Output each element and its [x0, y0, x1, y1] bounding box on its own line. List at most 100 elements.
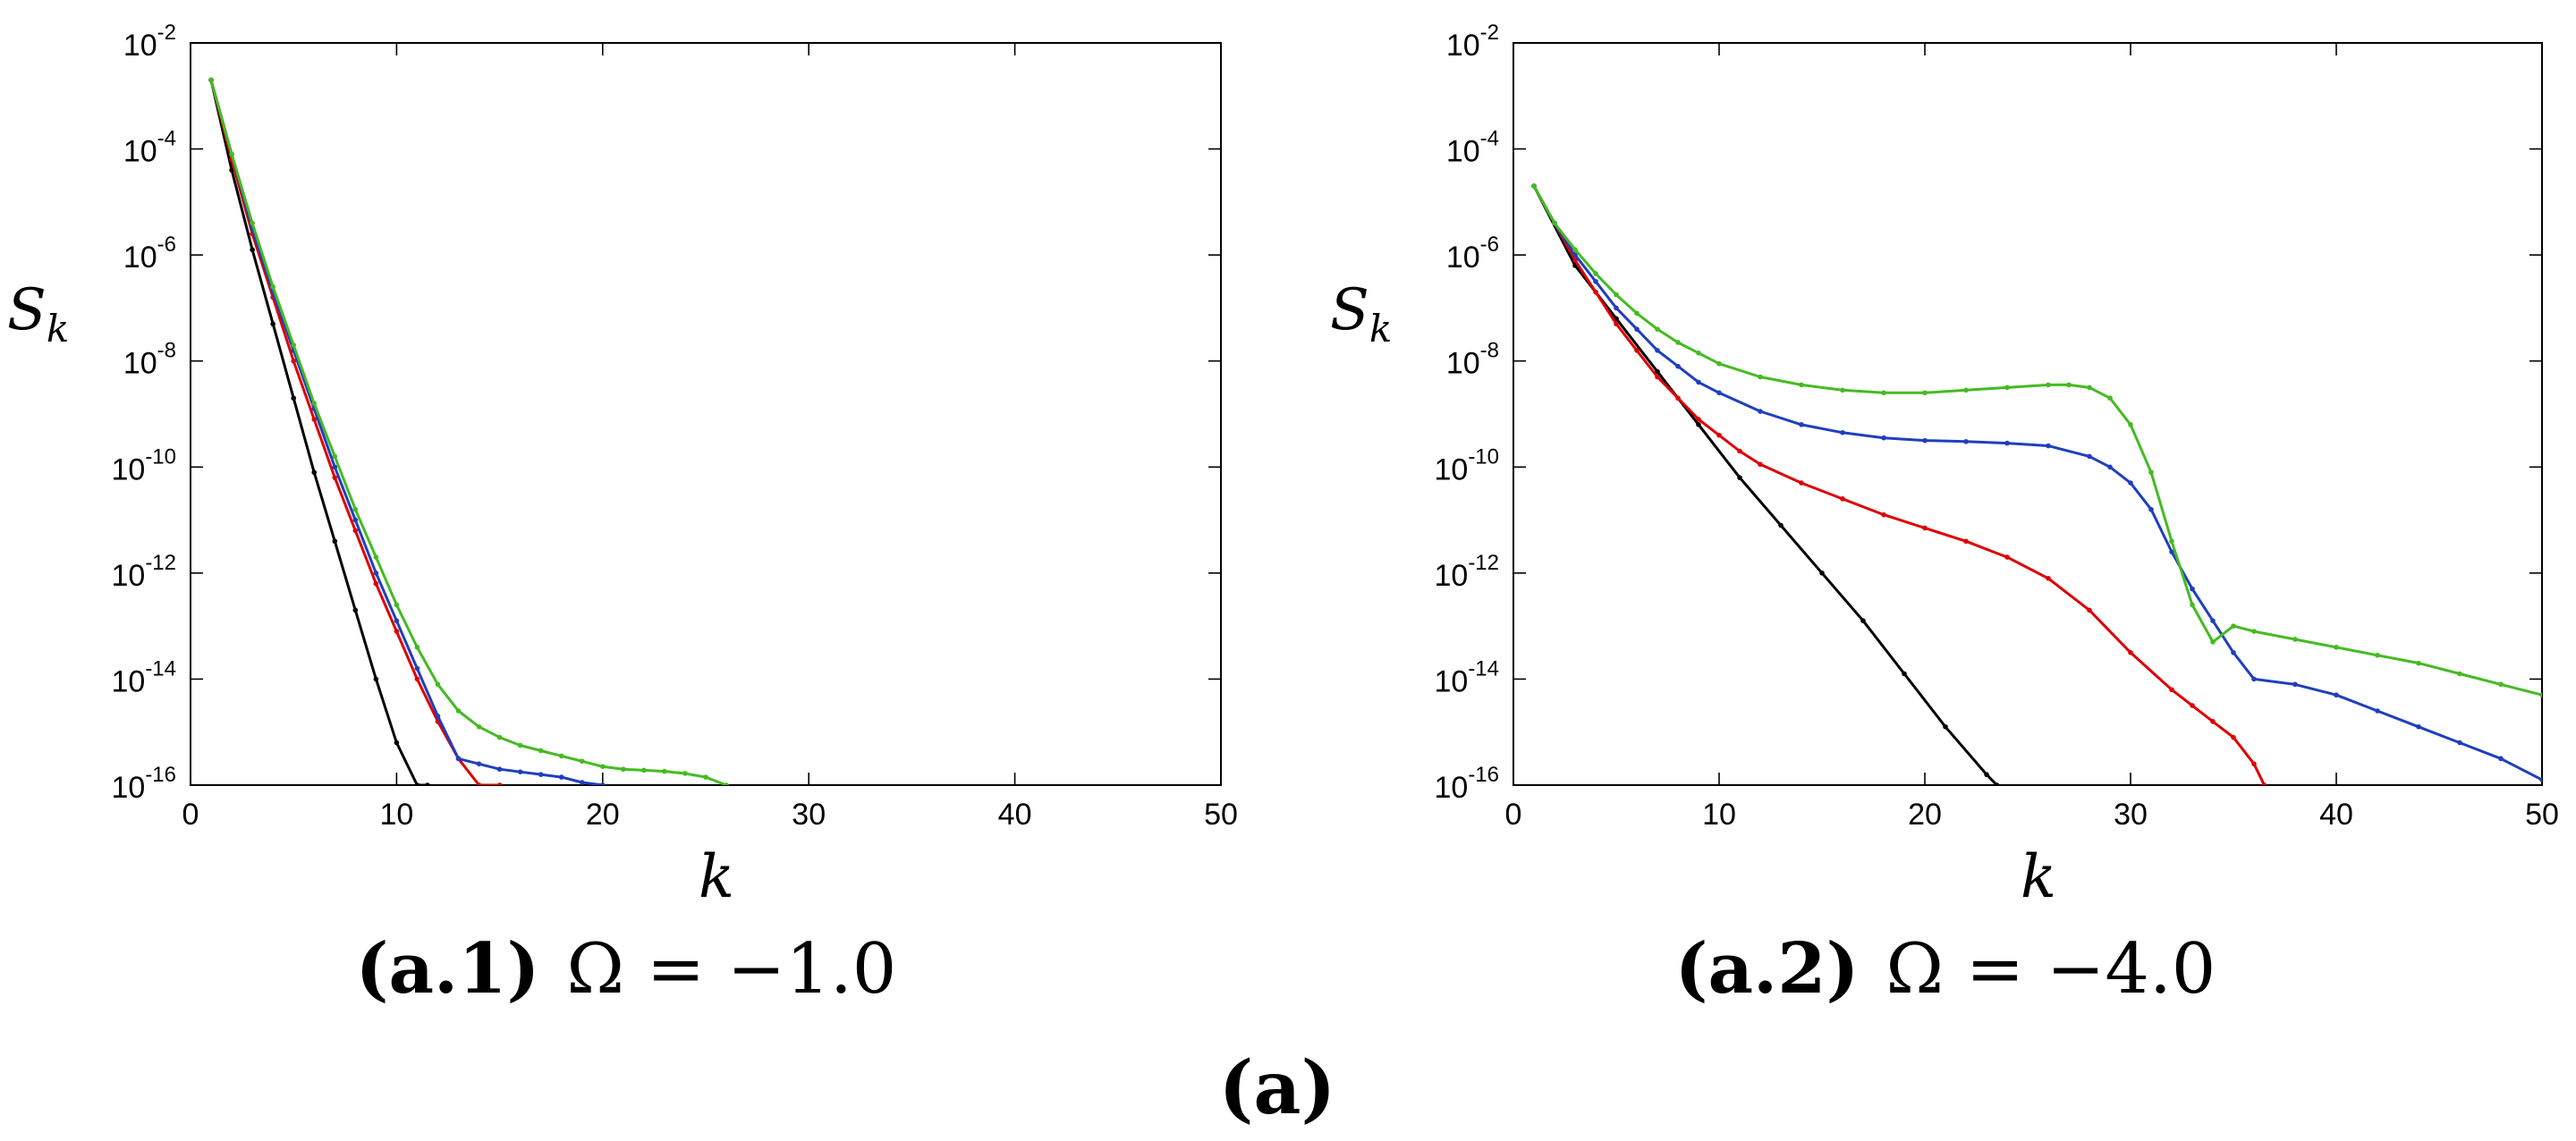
- data-point: [2087, 385, 2092, 391]
- data-point: [496, 766, 503, 773]
- data-point: [2251, 676, 2257, 682]
- data-point: [352, 506, 359, 512]
- data-point: [229, 151, 234, 157]
- data-point: [2539, 692, 2542, 698]
- x-tick-label: 20: [1908, 798, 1942, 832]
- data-point: [2004, 385, 2010, 391]
- data-point: [1696, 417, 1701, 422]
- data-point: [373, 570, 379, 576]
- data-point: [538, 748, 544, 754]
- data-point: [476, 761, 482, 767]
- data-point: [1758, 409, 1763, 414]
- y-tick-label: 10-4: [1446, 127, 1499, 169]
- data-point: [1572, 252, 1578, 258]
- data-point: [352, 528, 359, 534]
- data-point: [2190, 602, 2195, 608]
- data-point: [1881, 435, 1886, 441]
- data-point: [558, 774, 564, 780]
- x-axis-label: k: [699, 842, 734, 911]
- y-tick-label: 10-12: [1434, 551, 1499, 593]
- data-point: [373, 554, 379, 560]
- data-point: [1572, 247, 1578, 253]
- data-point: [2334, 645, 2339, 650]
- data-point: [2128, 480, 2133, 486]
- data-point: [476, 723, 482, 730]
- data-point: [682, 771, 688, 776]
- y-tick-label: 10-10: [1434, 444, 1499, 486]
- data-point: [517, 769, 523, 774]
- data-point: [332, 453, 338, 460]
- data-point: [394, 740, 400, 746]
- data-point: [2210, 639, 2216, 645]
- y-tick-label: 10-6: [123, 232, 176, 275]
- data-point: [1696, 422, 1701, 427]
- data-point: [1778, 522, 1784, 528]
- data-point: [2128, 649, 2133, 655]
- data-point: [2261, 782, 2267, 785]
- data-point: [1552, 220, 1557, 226]
- y-tick-label: 10-8: [1446, 339, 1499, 381]
- data-point: [2231, 734, 2236, 740]
- data-point: [1675, 340, 1681, 345]
- data-point: [2148, 506, 2154, 512]
- data-point: [662, 768, 667, 774]
- data-point: [2292, 681, 2298, 688]
- data-point: [538, 772, 544, 777]
- figure-label: (a): [1219, 1045, 1336, 1131]
- data-point: [1572, 258, 1578, 263]
- data-point: [2087, 453, 2092, 460]
- data-point: [2107, 464, 2113, 470]
- data-point: [579, 758, 585, 765]
- data-point: [621, 766, 626, 773]
- y-tick-label: 10-14: [111, 656, 176, 698]
- data-point: [270, 283, 275, 290]
- data-point: [332, 475, 338, 480]
- data-point: [1984, 772, 1989, 777]
- plot-frame: [190, 42, 1222, 786]
- y-tick-label: 10-2: [123, 21, 176, 63]
- data-point: [2046, 575, 2051, 581]
- data-point: [2190, 703, 2195, 708]
- data-point: [724, 782, 729, 785]
- data-point: [1840, 496, 1845, 502]
- data-point: [1840, 429, 1845, 435]
- x-tick-label: 40: [998, 798, 1032, 832]
- data-point: [394, 602, 400, 608]
- data-point: [2169, 687, 2174, 693]
- data-point: [394, 629, 400, 634]
- data-point: [1943, 723, 1948, 730]
- data-point: [2498, 681, 2504, 688]
- series-line-0: [1532, 185, 1998, 785]
- data-point: [1614, 321, 1619, 327]
- data-point: [250, 220, 255, 226]
- data-point: [1994, 782, 2000, 785]
- data-point: [2375, 708, 2380, 714]
- data-point: [455, 708, 462, 714]
- series-line-1: [209, 80, 500, 785]
- data-point: [1696, 351, 1701, 356]
- data-point: [2539, 777, 2542, 782]
- data-point: [1593, 278, 1598, 284]
- series-line-2: [209, 80, 603, 785]
- data-point: [2416, 660, 2421, 666]
- x-tick-label: 50: [2525, 798, 2559, 832]
- panel-caption: (a.2) Ω = −4.0: [1675, 928, 2216, 1010]
- y-tick-label: 10-8: [123, 339, 176, 381]
- data-point: [332, 464, 338, 470]
- data-point: [311, 417, 318, 422]
- data-point: [1531, 183, 1537, 189]
- data-point: [1860, 618, 1866, 624]
- panel-a1: 0 10 20 30 40 50 10-2 10-4 10-6 10-8 10-10 10-12 10-…: [7, 21, 1238, 1010]
- data-point: [1737, 475, 1742, 480]
- data-point: [208, 77, 214, 83]
- data-point: [2416, 723, 2421, 730]
- data-point: [1716, 360, 1722, 367]
- data-point: [1614, 292, 1619, 298]
- x-tick-label: 10: [1702, 798, 1736, 832]
- y-tick-label: 10-14: [1434, 656, 1499, 698]
- plot-frame: [1513, 42, 2543, 786]
- y-tick-label: 10-4: [123, 127, 176, 169]
- panel-caption: (a.1) Ω = −1.0: [356, 928, 897, 1010]
- data-point: [250, 247, 255, 253]
